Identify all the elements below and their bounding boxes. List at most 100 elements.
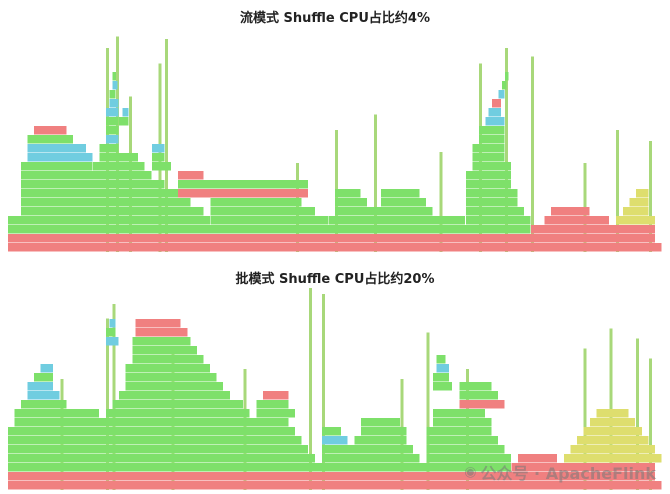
flame-frame[interactable] [321,445,413,454]
flame-frame[interactable] [328,216,466,225]
flame-frame[interactable] [27,135,73,144]
flame-frame[interactable] [433,409,485,418]
flame-frame[interactable] [616,216,655,225]
flame-frame[interactable] [485,117,505,126]
flame-frame[interactable] [622,207,649,216]
flame-frame[interactable] [112,400,243,409]
flame-frame[interactable] [151,144,165,153]
flame-frame[interactable] [531,225,655,234]
flame-frame[interactable] [14,418,289,427]
flame-frame[interactable] [426,454,511,463]
flame-frame[interactable] [106,108,119,117]
flame-frame[interactable] [361,418,400,427]
flame-frame[interactable] [109,319,116,328]
flame-frame[interactable] [210,216,328,225]
flame-frame[interactable] [151,162,171,171]
flame-frame[interactable] [465,216,531,225]
flame-frame[interactable] [426,436,498,445]
flame-frame[interactable] [27,144,86,153]
flame-frame[interactable] [518,454,557,463]
flame-frame[interactable] [178,171,204,180]
flame-frame[interactable] [433,382,453,391]
flame-frame[interactable] [14,409,99,418]
flame-spike[interactable] [308,288,312,490]
flame-frame[interactable] [8,216,211,225]
flame-spike[interactable] [439,152,443,252]
flame-frame[interactable] [106,135,119,144]
flame-frame[interactable] [21,400,67,409]
flame-frame[interactable] [106,328,116,337]
flame-spike[interactable] [164,38,168,252]
flame-frame[interactable] [380,189,420,198]
flame-frame[interactable] [478,126,505,135]
flame-frame[interactable] [135,328,188,337]
flame-frame[interactable] [119,391,230,400]
flame-frame[interactable] [335,189,361,198]
flame-frame[interactable] [132,355,204,364]
flame-frame[interactable] [563,454,662,463]
flame-frame[interactable] [361,427,407,436]
flame-spike[interactable] [616,129,620,252]
flame-frame[interactable] [491,99,502,108]
flame-frame[interactable] [125,382,224,391]
flame-frame[interactable] [210,207,315,216]
flame-frame[interactable] [99,153,139,162]
flame-frame[interactable] [465,180,511,189]
flame-frame[interactable] [583,427,642,436]
flame-spike[interactable] [531,56,535,252]
flame-frame[interactable] [21,162,93,171]
flame-frame[interactable] [498,90,505,99]
flame-frame[interactable] [472,153,505,162]
flame-frame[interactable] [21,180,165,189]
flame-spike[interactable] [321,294,325,490]
flame-frame[interactable] [590,418,636,427]
flame-frame[interactable] [109,90,116,99]
flame-spike[interactable] [635,338,639,491]
flame-frame[interactable] [106,337,119,346]
flame-frame[interactable] [570,445,655,454]
flame-frame[interactable] [21,171,152,180]
flame-frame[interactable] [488,108,502,117]
flame-frame[interactable] [112,72,116,81]
flame-spike[interactable] [648,141,652,252]
flame-frame[interactable] [122,108,129,117]
flame-frame[interactable] [501,81,507,90]
flame-frame[interactable] [505,72,509,81]
flame-frame[interactable] [125,373,217,382]
flame-frame[interactable] [125,364,211,373]
flame-frame[interactable] [465,189,518,198]
flame-frame[interactable] [8,225,531,234]
flame-frame[interactable] [459,400,505,409]
flame-spike[interactable] [583,348,587,490]
flame-frame[interactable] [321,454,420,463]
flame-frame[interactable] [635,189,649,198]
flame-spike[interactable] [106,318,110,490]
flame-frame[interactable] [8,436,302,445]
flame-frame[interactable] [8,454,315,463]
flame-spike[interactable] [505,47,509,252]
flame-frame[interactable] [256,400,289,409]
flame-spike[interactable] [112,304,116,490]
flame-spike[interactable] [374,114,378,252]
flame-frame[interactable] [465,171,511,180]
flame-frame[interactable] [459,391,498,400]
flame-frame[interactable] [21,198,191,207]
flame-frame[interactable] [8,234,655,243]
flame-frame[interactable] [27,382,54,391]
flame-frame[interactable] [132,346,198,355]
flame-frame[interactable] [380,198,426,207]
flame-frame[interactable] [27,391,60,400]
flame-frame[interactable] [433,373,449,382]
flame-frame[interactable] [335,198,368,207]
flame-frame[interactable] [210,198,302,207]
flame-frame[interactable] [151,153,165,162]
flame-frame[interactable] [459,382,492,391]
flame-frame[interactable] [21,207,204,216]
flame-graph-stream[interactable] [8,30,662,252]
flame-frame[interactable] [93,162,145,171]
flame-frame[interactable] [8,427,296,436]
flame-frame[interactable] [8,472,655,481]
flame-frame[interactable] [8,445,309,454]
flame-frame[interactable] [178,180,309,189]
flame-frame[interactable] [321,436,348,445]
